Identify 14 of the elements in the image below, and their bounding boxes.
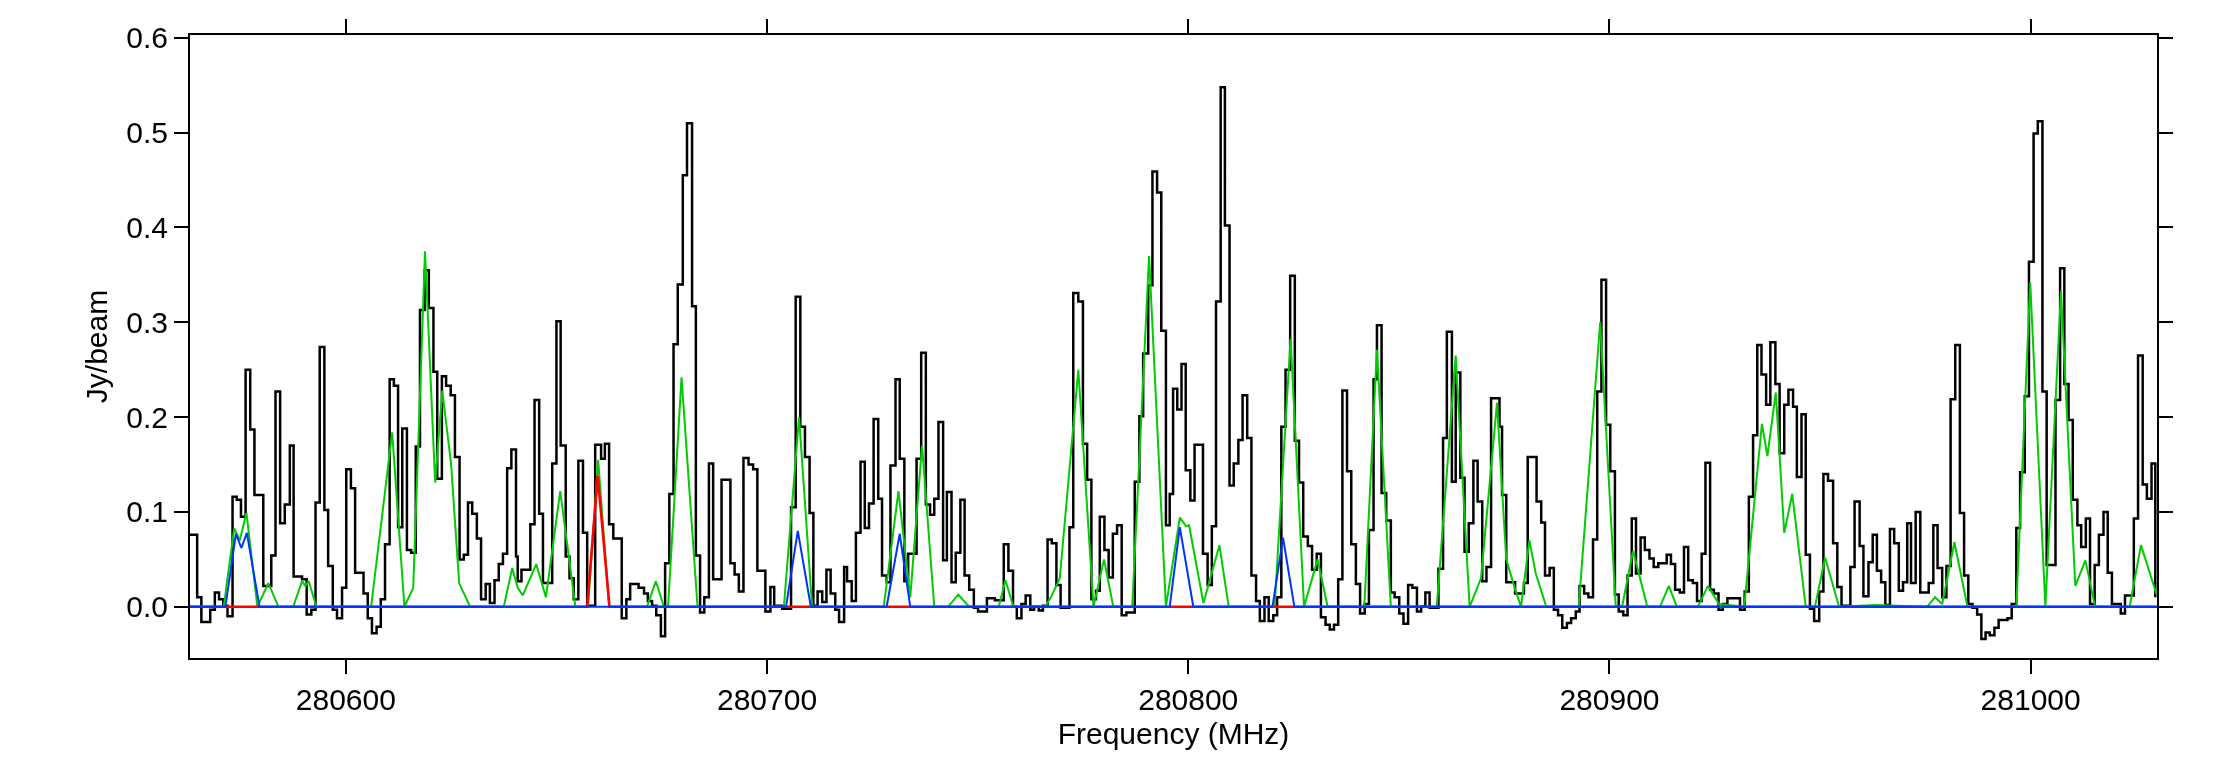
x-tick-label: 280600 bbox=[295, 683, 396, 716]
y-tick-label: 0.5 bbox=[126, 116, 168, 150]
y-tick-label: 0.3 bbox=[126, 305, 168, 339]
x-tick-label: 280800 bbox=[1138, 683, 1239, 716]
y-axis-title: Jy/beam bbox=[79, 289, 113, 404]
x-tick-label: 281000 bbox=[1980, 683, 2081, 716]
x-tick-label: 280700 bbox=[716, 683, 818, 716]
y-tick-label: 0.4 bbox=[126, 210, 168, 244]
y-tick-label: 0.2 bbox=[126, 400, 168, 434]
y-tick-label: 0.1 bbox=[126, 495, 168, 529]
y-tick-label: 0.0 bbox=[126, 590, 168, 624]
y-tick-label: 0.6 bbox=[126, 21, 168, 55]
x-tick-label: 280900 bbox=[1559, 683, 1660, 716]
x-axis-title: Frequency (MHz) bbox=[1057, 717, 1290, 750]
